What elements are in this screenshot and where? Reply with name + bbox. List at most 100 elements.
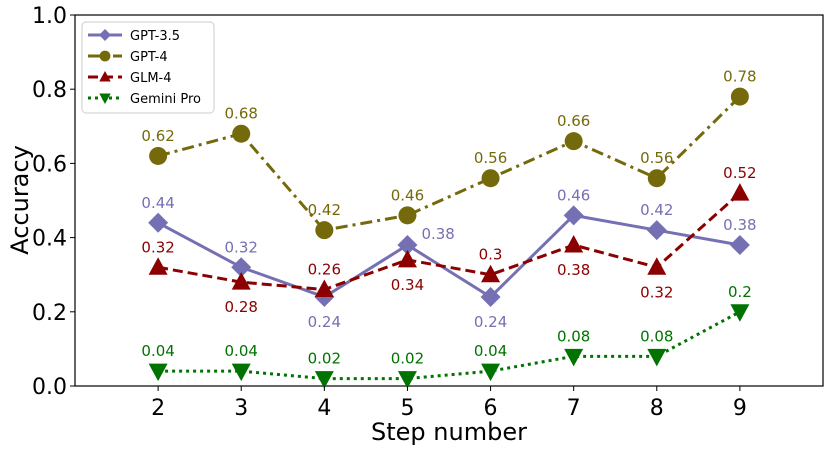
y-tick-label: 0.6 bbox=[32, 152, 67, 177]
data-label: 0.04 bbox=[225, 342, 258, 360]
data-point bbox=[646, 220, 667, 241]
x-tick-label: 3 bbox=[234, 396, 248, 421]
x-tick-label: 7 bbox=[567, 396, 581, 421]
data-label: 0.04 bbox=[474, 342, 507, 360]
x-tick-label: 5 bbox=[400, 396, 414, 421]
y-axis-label: Accuracy bbox=[6, 145, 34, 255]
data-point bbox=[481, 363, 501, 382]
legend-item[interactable]: Gemini Pro bbox=[88, 92, 201, 107]
data-point bbox=[231, 257, 252, 278]
series-line bbox=[157, 213, 741, 299]
series-gpt-3-5: 0.44 0.32 0.24 0.38 0.24 0.46 0.42 0.38 bbox=[141, 186, 756, 331]
data-label: 0.46 bbox=[557, 186, 590, 204]
data-point bbox=[730, 87, 749, 106]
data-label: 0.46 bbox=[391, 186, 424, 204]
data-point bbox=[149, 146, 168, 165]
legend-marker bbox=[99, 50, 111, 62]
data-point bbox=[231, 363, 251, 382]
data-label: 0.42 bbox=[308, 201, 341, 219]
series-line bbox=[157, 191, 741, 292]
x-tick-label: 4 bbox=[317, 396, 331, 421]
y-tick-label: 0.0 bbox=[32, 375, 67, 400]
data-point bbox=[398, 206, 417, 225]
legend-item[interactable]: GPT-3.5 bbox=[88, 29, 180, 44]
x-axis-label: Step number bbox=[371, 418, 527, 446]
data-point bbox=[315, 221, 334, 240]
legend-box bbox=[81, 21, 215, 114]
data-point bbox=[730, 183, 750, 201]
data-label: 0.62 bbox=[141, 127, 174, 145]
data-label: 0.52 bbox=[723, 164, 756, 182]
x-tick-label: 9 bbox=[733, 396, 747, 421]
legend-label: GPT-3.5 bbox=[130, 29, 180, 44]
data-point bbox=[564, 132, 583, 151]
plot-frame bbox=[74, 14, 824, 387]
series-line bbox=[157, 95, 741, 232]
y-tick-label: 1.0 bbox=[32, 4, 67, 29]
data-point bbox=[232, 124, 251, 143]
data-label: 0.66 bbox=[557, 112, 590, 130]
data-label: 0.24 bbox=[308, 313, 341, 331]
data-point bbox=[314, 371, 334, 389]
legend-label: GPT-4 bbox=[130, 50, 168, 65]
data-label: 0.38 bbox=[557, 261, 590, 279]
y-tick-label: 0.4 bbox=[32, 227, 67, 252]
y-tick-label: 0.8 bbox=[32, 78, 67, 103]
data-point bbox=[397, 235, 418, 256]
data-label: 0.04 bbox=[141, 342, 174, 360]
data-point bbox=[148, 363, 168, 382]
data-point bbox=[397, 371, 417, 389]
data-label: 0.38 bbox=[723, 216, 756, 234]
legend-marker bbox=[99, 93, 111, 104]
series-layer: 0.44 0.32 0.24 0.38 0.24 0.46 0.42 0.38 0.62 0.68… bbox=[141, 68, 757, 389]
data-label: 0.26 bbox=[308, 261, 341, 279]
data-point bbox=[314, 279, 334, 298]
x-tick-label: 6 bbox=[484, 396, 498, 421]
data-point bbox=[647, 348, 667, 367]
data-label: 0.44 bbox=[141, 194, 174, 212]
data-label: 0.02 bbox=[391, 350, 424, 368]
data-label: 0.08 bbox=[557, 327, 590, 345]
data-point bbox=[148, 257, 168, 275]
data-point bbox=[729, 235, 750, 256]
legend[interactable]: GPT-3.5 GPT-4 GLM-4 Gemini Pro bbox=[81, 21, 215, 114]
data-label: 0.08 bbox=[640, 327, 673, 345]
legend-item[interactable]: GLM-4 bbox=[88, 71, 172, 86]
data-label: 0.02 bbox=[308, 350, 341, 368]
legend-item[interactable]: GPT-4 bbox=[88, 50, 168, 65]
y-tick-label: 0.2 bbox=[32, 301, 67, 326]
data-label: 0.68 bbox=[225, 105, 258, 123]
data-point bbox=[647, 257, 667, 275]
data-point bbox=[231, 272, 251, 290]
series-gemini-pro: 0.04 0.04 0.02 0.02 0.04 0.08 0.08 0.2 bbox=[141, 283, 752, 389]
x-tick-label: 8 bbox=[650, 396, 664, 421]
data-point bbox=[481, 169, 500, 188]
legend-marker bbox=[99, 71, 111, 82]
data-label: 0.32 bbox=[640, 283, 673, 301]
data-point bbox=[397, 249, 417, 268]
data-point bbox=[480, 286, 501, 307]
series-gpt-4: 0.62 0.68 0.42 0.46 0.56 0.66 0.56 0.78 bbox=[141, 68, 757, 240]
legend-label: GLM-4 bbox=[130, 71, 172, 86]
data-label: 0.3 bbox=[479, 246, 503, 264]
data-label: 0.32 bbox=[225, 238, 258, 256]
legend-label: Gemini Pro bbox=[130, 92, 201, 107]
data-point bbox=[564, 348, 584, 367]
data-point bbox=[481, 264, 501, 283]
data-point bbox=[647, 169, 666, 188]
data-label: 0.38 bbox=[421, 225, 454, 243]
data-point bbox=[730, 304, 750, 322]
data-label: 0.42 bbox=[640, 201, 673, 219]
data-label: 0.32 bbox=[141, 238, 174, 256]
data-label: 0.34 bbox=[391, 276, 424, 294]
data-label: 0.56 bbox=[474, 149, 507, 167]
data-point bbox=[148, 212, 169, 233]
data-label: 0.2 bbox=[728, 283, 752, 301]
legend-marker bbox=[99, 29, 111, 41]
data-label: 0.28 bbox=[225, 298, 258, 316]
data-point bbox=[564, 235, 584, 253]
data-label: 0.24 bbox=[474, 313, 507, 331]
axes-layer: 2 3 4 5 6 7 8 9 0.0 0.2 0.4 0.6 0.8 1.0 bbox=[32, 4, 747, 421]
data-point bbox=[563, 205, 584, 226]
